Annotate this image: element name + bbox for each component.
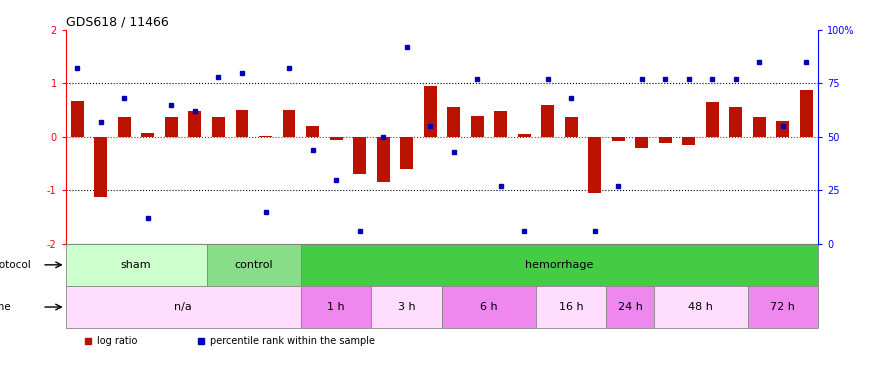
Bar [118, 117, 131, 137]
Text: log ratio: log ratio [97, 336, 137, 346]
Bar [635, 137, 648, 148]
Bar [588, 137, 601, 193]
Bar [612, 137, 625, 141]
Bar [752, 117, 766, 137]
Bar [371, 286, 442, 328]
Bar [542, 105, 554, 137]
Bar [536, 286, 606, 328]
Bar [142, 133, 154, 137]
Bar [442, 286, 536, 328]
Text: 48 h: 48 h [688, 302, 713, 312]
Bar [606, 286, 654, 328]
Bar [188, 111, 201, 137]
Bar [212, 117, 225, 137]
Text: control: control [234, 260, 273, 270]
Text: 6 h: 6 h [480, 302, 498, 312]
Text: 3 h: 3 h [398, 302, 416, 312]
Bar [301, 286, 371, 328]
Bar [71, 100, 84, 137]
Bar [518, 134, 530, 137]
Bar [471, 116, 484, 137]
Text: protocol: protocol [0, 260, 31, 270]
Bar [706, 102, 718, 137]
Bar [66, 286, 301, 328]
Text: n/a: n/a [174, 302, 192, 312]
Text: 16 h: 16 h [559, 302, 584, 312]
Text: time: time [0, 302, 11, 312]
Bar [94, 137, 108, 197]
Bar [330, 137, 342, 140]
Bar [400, 137, 413, 169]
Bar [800, 90, 813, 137]
Bar [66, 244, 206, 286]
Bar [659, 137, 672, 143]
Bar [447, 108, 460, 137]
Text: percentile rank within the sample: percentile rank within the sample [210, 336, 375, 346]
Bar [306, 126, 319, 137]
Bar [730, 108, 742, 137]
Bar [165, 117, 178, 137]
Bar [424, 86, 437, 137]
Text: hemorrhage: hemorrhage [525, 260, 593, 270]
Bar [376, 137, 389, 182]
Bar [283, 110, 296, 137]
Bar [494, 111, 507, 137]
Text: GDS618 / 11466: GDS618 / 11466 [66, 16, 168, 29]
Bar [654, 286, 747, 328]
Bar [235, 110, 248, 137]
Bar [354, 137, 366, 174]
Bar [682, 137, 696, 145]
Bar [776, 121, 789, 137]
Text: sham: sham [121, 260, 151, 270]
Text: 72 h: 72 h [770, 302, 795, 312]
Bar [747, 286, 818, 328]
Bar [301, 244, 818, 286]
Bar [206, 244, 301, 286]
Text: 24 h: 24 h [618, 302, 642, 312]
Bar [564, 117, 578, 137]
Text: 1 h: 1 h [327, 302, 345, 312]
Bar [259, 136, 272, 137]
